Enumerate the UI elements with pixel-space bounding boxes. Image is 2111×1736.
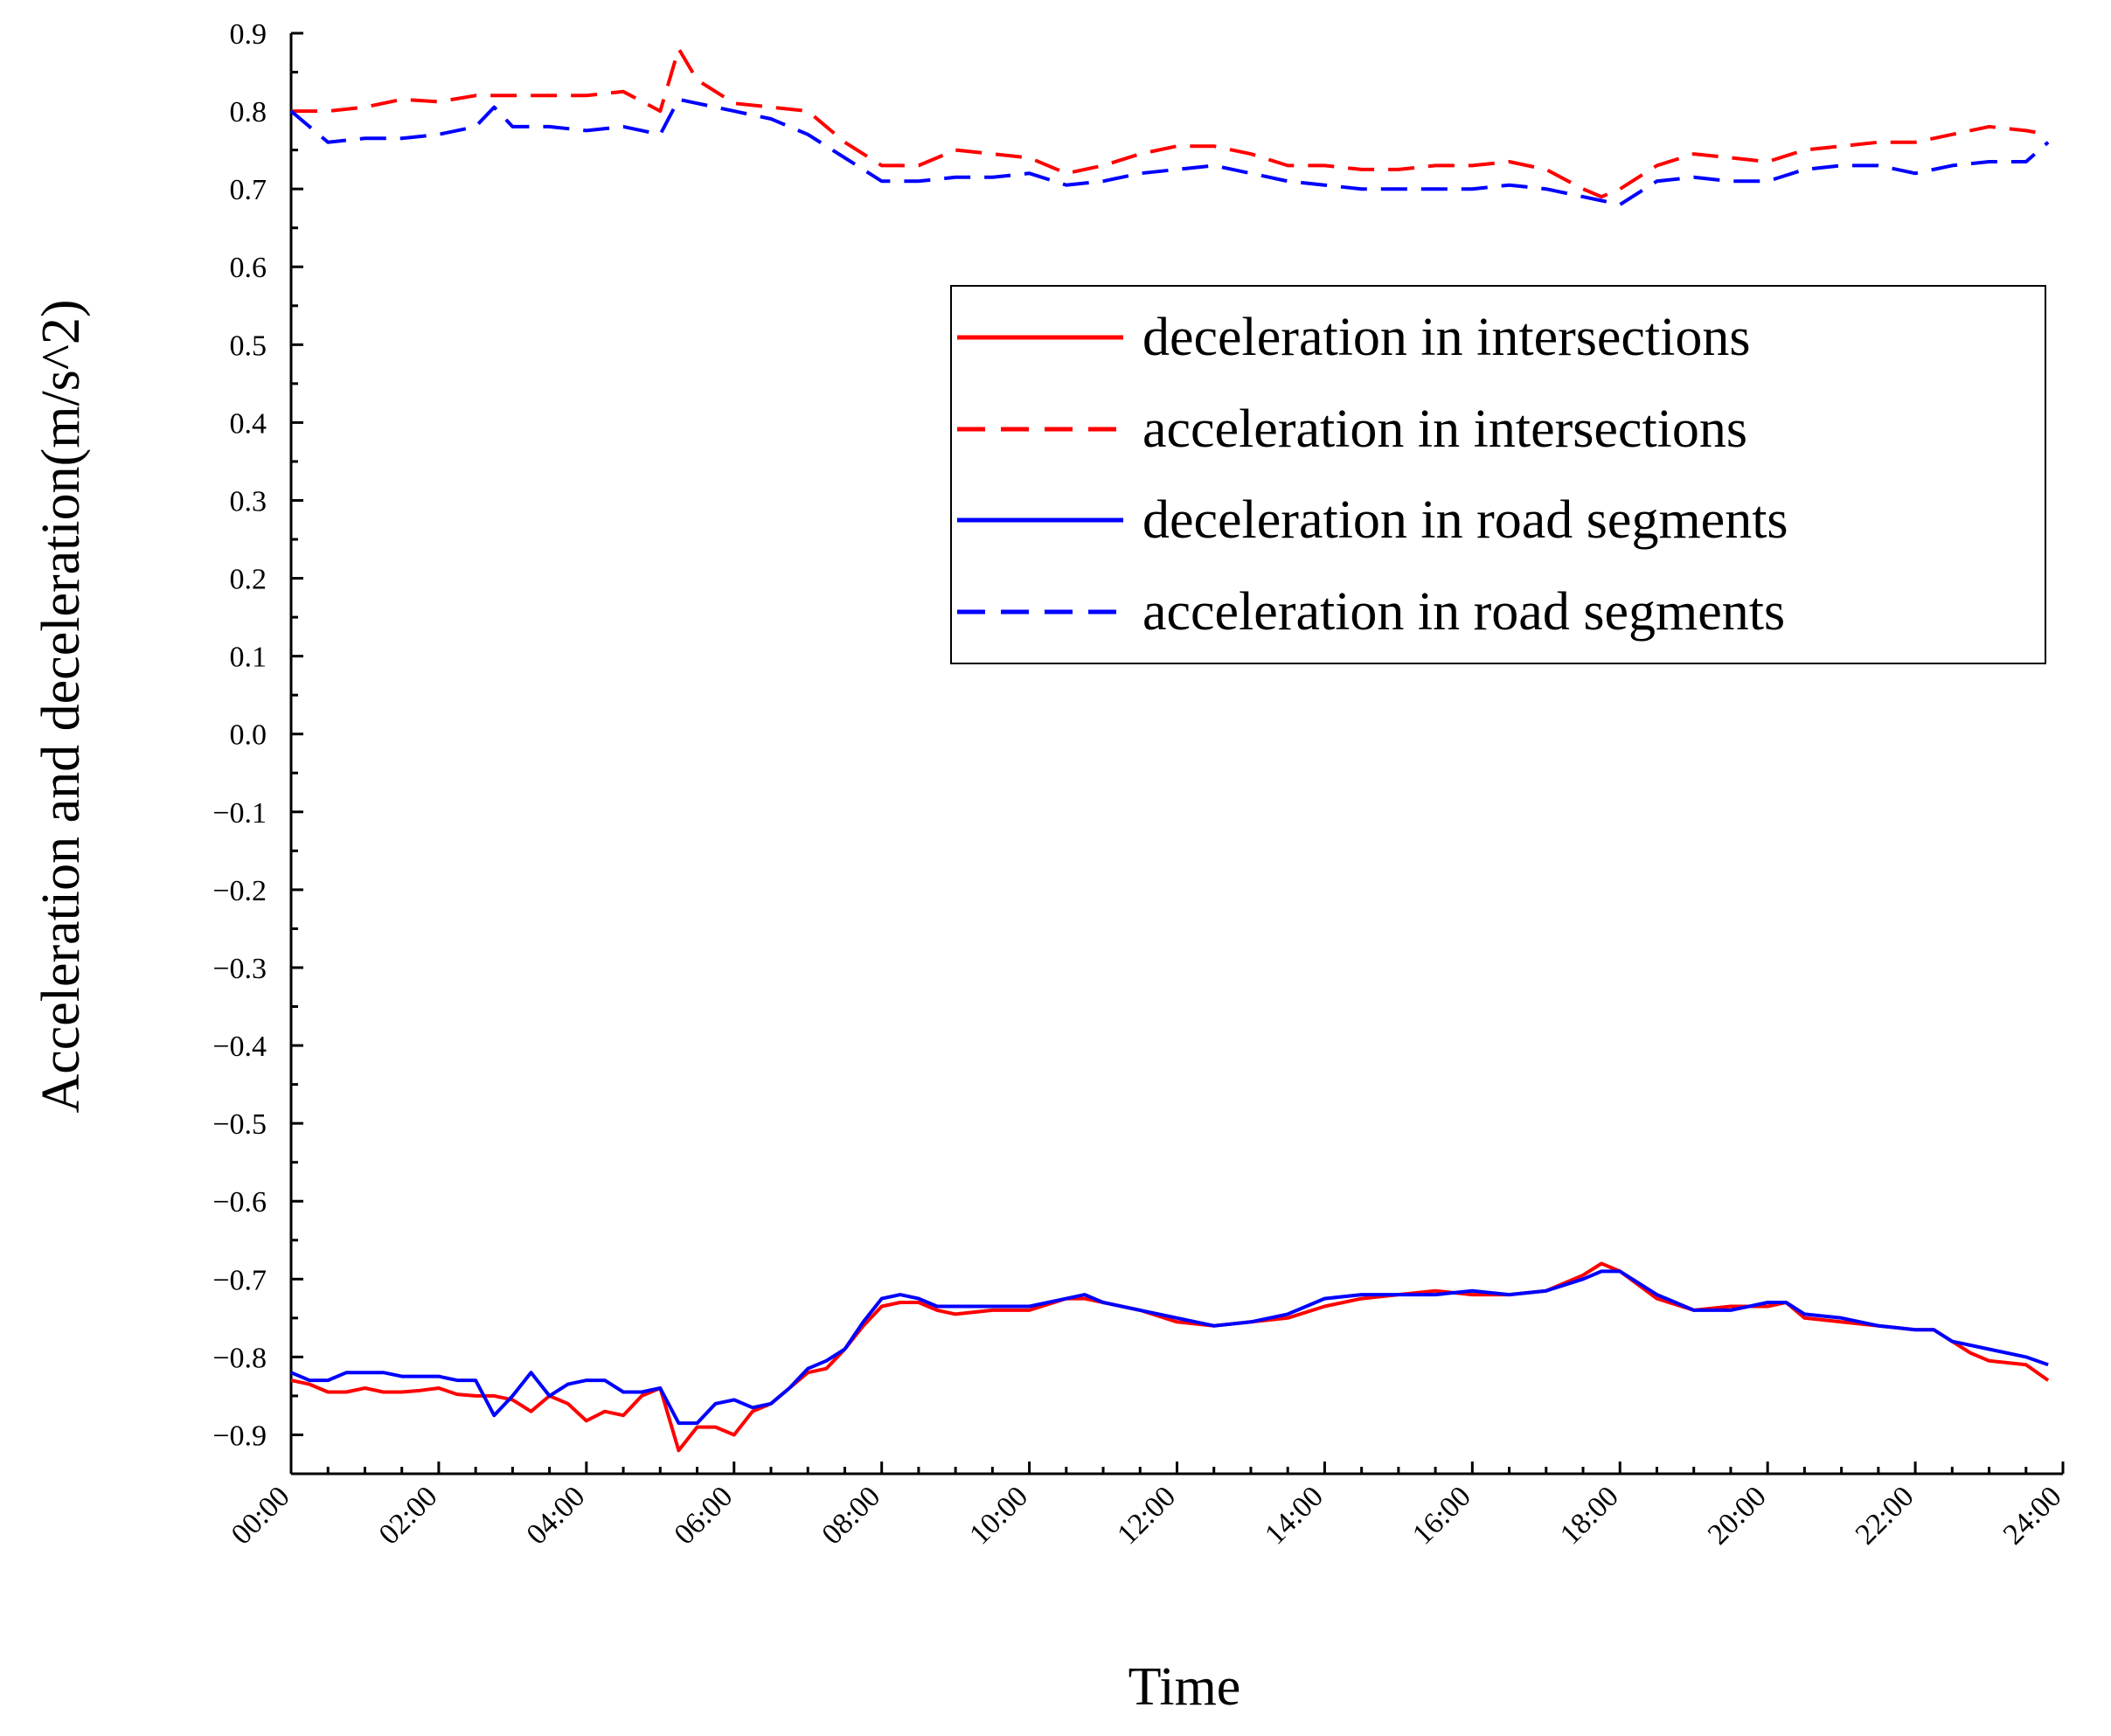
series-line-1 <box>290 1261 2050 1453</box>
series-line-3 <box>290 1269 2049 1426</box>
legend-label-1: deceleration in intersections <box>1142 308 1751 367</box>
x-axis-title: Time <box>1128 1657 1241 1717</box>
y-tick-label: −0.3 <box>212 953 267 985</box>
y-tick-label: 0.6 <box>230 252 267 284</box>
y-tick-label: 0.2 <box>230 564 267 596</box>
y-tick-label: −0.7 <box>212 1264 267 1296</box>
legend-box <box>950 285 2046 664</box>
x-tick-label: 22:00 <box>1850 1480 1920 1551</box>
y-tick-label: 0.1 <box>230 642 267 674</box>
y-tick-label: 0.7 <box>230 174 267 206</box>
legend-label-2: acceleration in intersections <box>1142 399 1747 459</box>
y-tick-label: −0.4 <box>212 1031 267 1063</box>
y-tick-label: −0.8 <box>212 1342 267 1374</box>
series-layer <box>289 46 2050 1453</box>
x-tick-label: 12:00 <box>1111 1480 1182 1551</box>
y-tick-label: 0.9 <box>230 18 267 51</box>
series-line-4 <box>289 97 2050 206</box>
y-tick-label: −0.5 <box>212 1108 267 1141</box>
y-tick-label: −0.9 <box>212 1420 267 1452</box>
y-tick-label: −0.2 <box>212 875 267 907</box>
x-tick-label: 02:00 <box>373 1480 444 1551</box>
legend: deceleration in intersections acceleratio… <box>950 285 2046 664</box>
y-tick-label: 0.4 <box>230 407 267 440</box>
y-tick-label: 0.8 <box>230 96 267 128</box>
y-axis-title: Acceleration and deceleration(m/s^2) <box>31 299 91 1113</box>
y-tick-label: 0.0 <box>230 719 267 752</box>
legend-label-3: deceleration in road segments <box>1142 490 1788 550</box>
legend-label-4: acceleration in road segments <box>1142 582 1785 642</box>
y-tick-label: 0.3 <box>230 485 267 517</box>
x-tick-label: 00:00 <box>226 1480 296 1551</box>
x-tick-label: 04:00 <box>521 1480 592 1551</box>
y-tick-label: −0.6 <box>212 1186 267 1219</box>
y-tick-label: −0.1 <box>212 797 267 830</box>
x-axis: 00:00 02:00 04:00 06:00 08:00 10:00 12:00 14:00… <box>226 1462 2068 1551</box>
y-tick-label: 0.5 <box>230 330 267 362</box>
series-line-2 <box>291 46 2049 199</box>
x-tick-label: 16:00 <box>1406 1480 1477 1551</box>
x-tick-label: 14:00 <box>1259 1480 1330 1551</box>
x-tick-label: 18:00 <box>1554 1480 1625 1551</box>
y-axis: 0.9 0.8 0.7 0.6 0.5 0.4 0.3 0.2 0.1 0.0 −0.1 −0.2 −0… <box>212 18 303 1474</box>
x-tick-label: 06:00 <box>668 1480 739 1551</box>
x-tick-label: 10:00 <box>963 1480 1034 1551</box>
x-tick-label: 08:00 <box>816 1480 886 1551</box>
x-tick-label: 20:00 <box>1702 1480 1773 1551</box>
x-tick-label: 24:00 <box>1997 1480 2068 1551</box>
